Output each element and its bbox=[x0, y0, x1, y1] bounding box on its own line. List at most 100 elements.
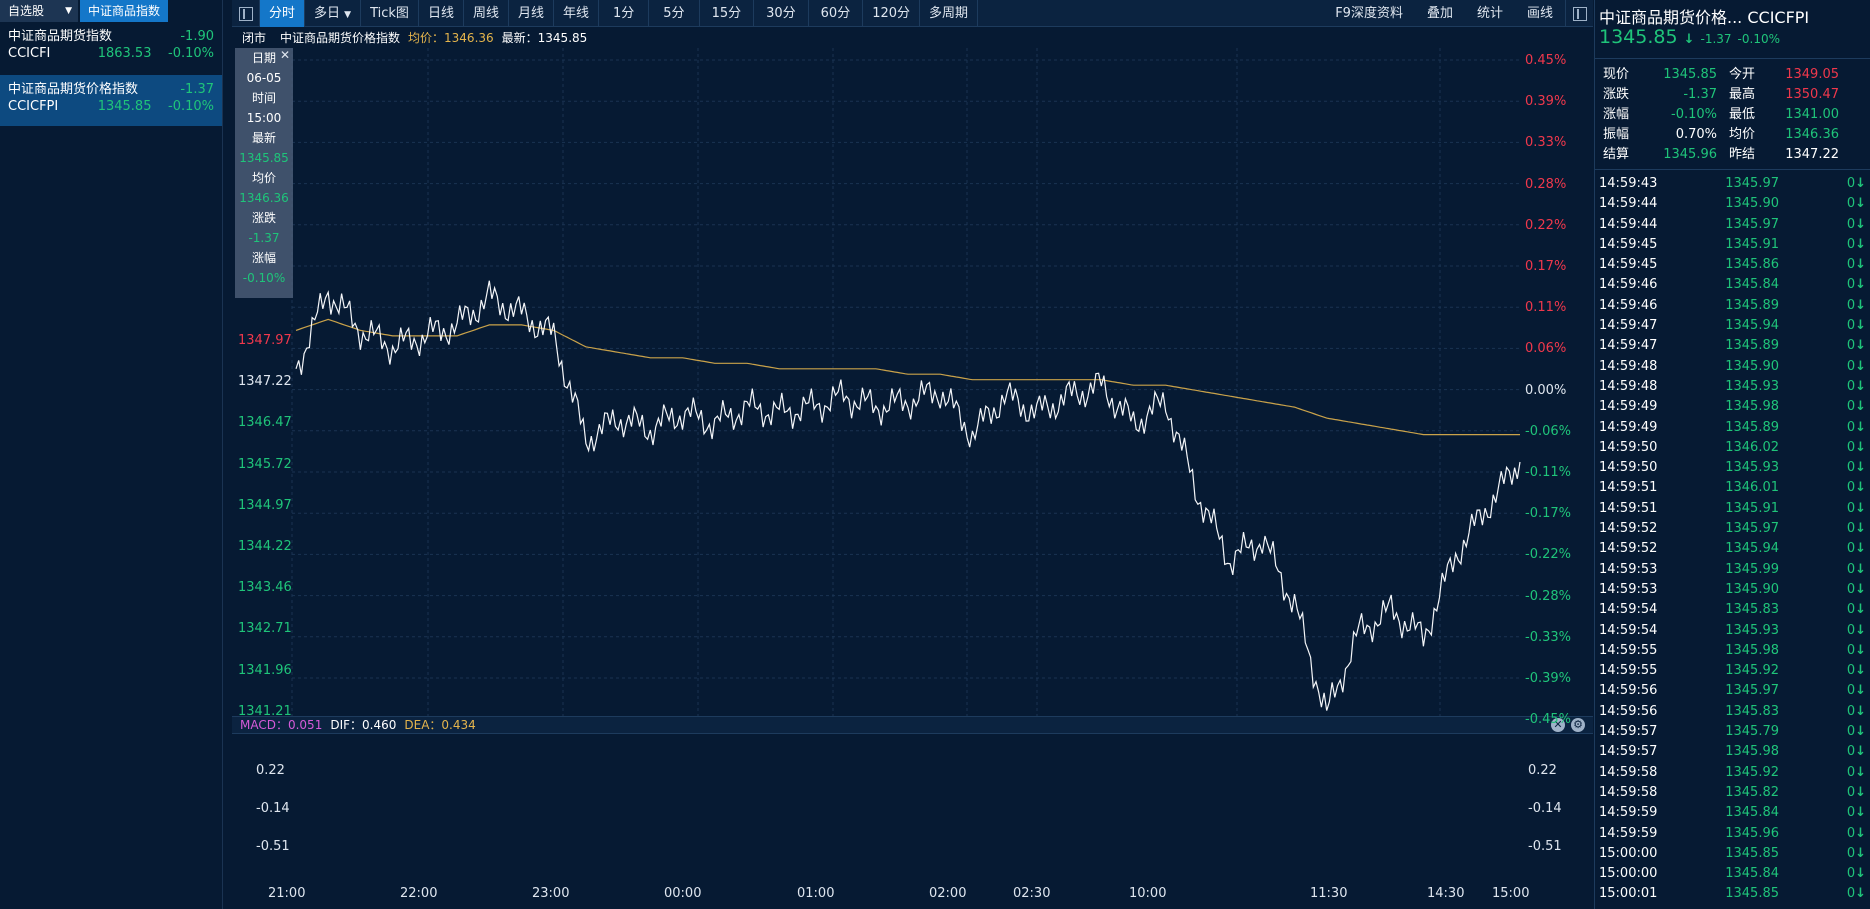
list-item[interactable]: 中证商品期货指数 -1.90 CCICFI 1863.53 -0.10% bbox=[0, 22, 222, 73]
close-icon[interactable]: ✕ bbox=[1551, 718, 1565, 732]
tick-price: 1345.98 bbox=[1725, 642, 1779, 658]
arrow-down-icon: ↓ bbox=[1855, 216, 1866, 232]
draw-line-button[interactable]: 画线 bbox=[1526, 6, 1553, 21]
tick-price: 1345.85 bbox=[1725, 886, 1779, 902]
tick-row: 14:59:56 1345.83 0↓ bbox=[1595, 702, 1870, 722]
arrow-down-icon: ↓ bbox=[1855, 257, 1866, 273]
tick-row: 14:59:53 1345.99 0↓ bbox=[1595, 560, 1870, 580]
arrow-down-icon: ↓ bbox=[1855, 460, 1866, 476]
pct-tick-label: -0.33% bbox=[1525, 629, 1571, 645]
tick-time: 14:59:57 bbox=[1599, 744, 1658, 760]
arrow-down-icon: ↓ bbox=[1855, 886, 1866, 902]
period-month-button[interactable]: 月线 bbox=[509, 0, 554, 27]
tick-time: 15:00:00 bbox=[1599, 845, 1658, 861]
tab-watchlist[interactable]: 自选股 ▼ bbox=[0, 0, 78, 22]
period-week-button[interactable]: 周线 bbox=[464, 0, 509, 27]
tick-volume: 0 bbox=[1846, 886, 1856, 902]
tick-time: 14:59:49 bbox=[1599, 419, 1658, 435]
price-tick-label: 1344.22 bbox=[238, 539, 292, 554]
period-120m-button[interactable]: 120分 bbox=[863, 0, 921, 27]
arrow-down-icon: ↓ bbox=[1855, 845, 1866, 861]
period-15m-button[interactable]: 15分 bbox=[700, 0, 755, 27]
tick-volume: 0 bbox=[1846, 724, 1856, 740]
arrow-down-icon: ↓ bbox=[1855, 622, 1866, 638]
stat-label: 振幅 bbox=[1603, 127, 1630, 142]
tick-volume: 0 bbox=[1846, 439, 1856, 455]
tick-price: 1345.97 bbox=[1725, 683, 1779, 699]
time-tick-label: 23:00 bbox=[532, 886, 570, 901]
arrow-down-icon: ↓ bbox=[1855, 541, 1866, 557]
quote-title: 中证商品期货价格... CCICFPI bbox=[1599, 8, 1810, 27]
pct-tick-label: 0.39% bbox=[1525, 94, 1567, 110]
price-tick-label: 1342.71 bbox=[238, 621, 292, 637]
period-1m-button[interactable]: 1分 bbox=[599, 0, 650, 27]
tick-row: 14:59:57 1345.98 0↓ bbox=[1595, 742, 1870, 762]
macd-tick-label: -0.14 bbox=[1528, 801, 1562, 816]
time-tick-label: 14:30 bbox=[1427, 886, 1465, 901]
tick-row: 14:59:51 1346.01 0↓ bbox=[1595, 478, 1870, 498]
chevron-down-icon[interactable]: ▼ bbox=[65, 6, 72, 16]
crosshair-tooltip: ✕ 日期 06-05 时间 15:00 最新 1345.85 均价 1346.3… bbox=[235, 48, 293, 298]
list-item-selected[interactable]: 中证商品期货价格指数 -1.37 CCICFPI 1345.85 -0.10% bbox=[0, 75, 222, 126]
period-intraday-button[interactable]: 分时 bbox=[260, 0, 306, 27]
quote-price: 1345.85 bbox=[1599, 26, 1678, 48]
arrow-down-icon: ↓ bbox=[1855, 764, 1866, 780]
tick-volume: 0 bbox=[1846, 480, 1856, 496]
tick-volume: 0 bbox=[1846, 358, 1856, 374]
tick-price: 1345.79 bbox=[1725, 724, 1779, 740]
tick-list[interactable]: 14:59:43 1345.97 0↓ 14:59:44 1345.90 0↓ 14:59:… bbox=[1595, 170, 1870, 905]
tick-row: 14:59:50 1346.02 0↓ bbox=[1595, 438, 1870, 458]
period-30m-button[interactable]: 30分 bbox=[754, 0, 809, 27]
item-name: 中证商品期货价格指数 bbox=[8, 82, 139, 97]
tick-row: 14:59:55 1345.92 0↓ bbox=[1595, 661, 1870, 681]
period-year-button[interactable]: 年线 bbox=[554, 0, 599, 27]
stat-label: 昨结 bbox=[1729, 147, 1756, 162]
price-tick-label: 1346.47 bbox=[238, 415, 292, 431]
period-multiday-button[interactable]: 多日 ▼ bbox=[305, 0, 362, 27]
toggle-right-panel-button[interactable] bbox=[1565, 0, 1593, 27]
overlay-button[interactable]: 叠加 bbox=[1426, 6, 1453, 21]
tick-price: 1345.97 bbox=[1725, 176, 1779, 191]
pct-tick-label: 0.45% bbox=[1525, 53, 1567, 68]
stat-label: 今开 bbox=[1729, 67, 1756, 82]
f9-profile-button[interactable]: F9深度资料 bbox=[1335, 6, 1403, 21]
period-tick-button[interactable]: Tick图 bbox=[361, 0, 419, 27]
tick-time: 14:59:45 bbox=[1599, 236, 1658, 252]
tab-watchlist-label: 自选股 bbox=[8, 4, 45, 18]
tick-row: 15:00:01 1345.85 0↓ bbox=[1595, 884, 1870, 904]
time-tick-label: 02:00 bbox=[929, 886, 967, 901]
tick-price: 1345.84 bbox=[1725, 866, 1779, 882]
macd-tick-label: -0.14 bbox=[256, 801, 290, 816]
arrow-down-icon: ↓ bbox=[1855, 866, 1866, 882]
avg-price-label: 均价：1346.36 bbox=[408, 31, 494, 45]
stat-value: 1347.22 bbox=[1785, 147, 1839, 162]
tick-price: 1345.93 bbox=[1725, 460, 1779, 476]
toggle-left-panel-button[interactable] bbox=[232, 0, 260, 27]
period-5m-button[interactable]: 5分 bbox=[649, 0, 700, 27]
intraday-chart[interactable] bbox=[232, 48, 1593, 716]
arrow-down-icon: ↓ bbox=[1855, 378, 1866, 394]
tick-volume: 0 bbox=[1846, 236, 1856, 252]
tip-avg: 1346.36 bbox=[239, 191, 289, 205]
close-icon[interactable]: ✕ bbox=[279, 48, 290, 62]
gear-icon[interactable]: ⚙ bbox=[1571, 718, 1585, 732]
tick-price: 1345.93 bbox=[1725, 622, 1779, 638]
tick-time: 14:59:46 bbox=[1599, 277, 1658, 293]
period-multi-button[interactable]: 多周期 bbox=[920, 0, 979, 27]
tip-date: 06-05 bbox=[246, 71, 282, 85]
sidebar-icon bbox=[1572, 6, 1587, 21]
statistics-button[interactable]: 统计 bbox=[1476, 6, 1503, 21]
macd-value: MACD：0.051 bbox=[240, 718, 323, 732]
period-60m-button[interactable]: 60分 bbox=[809, 0, 864, 27]
last-price-label: 最新：1345.85 bbox=[501, 31, 588, 45]
tab-csi-commodity[interactable]: 中证商品指数 bbox=[80, 0, 168, 22]
tick-time: 14:59:53 bbox=[1599, 561, 1658, 577]
quote-stats: 现价 1345.85 今开 1349.05 涨跌 -1.37 最高 1350.47 涨幅 -0.1… bbox=[1595, 58, 1870, 170]
price-tick-label: 1345.72 bbox=[238, 456, 292, 472]
tick-row: 14:59:50 1345.93 0↓ bbox=[1595, 458, 1870, 478]
sidebar-icon bbox=[238, 6, 253, 21]
tick-row: 14:59:46 1345.89 0↓ bbox=[1595, 296, 1870, 316]
arrow-down-icon: ↓ bbox=[1855, 581, 1866, 597]
period-day-button[interactable]: 日线 bbox=[419, 0, 464, 27]
tab-csi-commodity-label: 中证商品指数 bbox=[88, 4, 161, 18]
